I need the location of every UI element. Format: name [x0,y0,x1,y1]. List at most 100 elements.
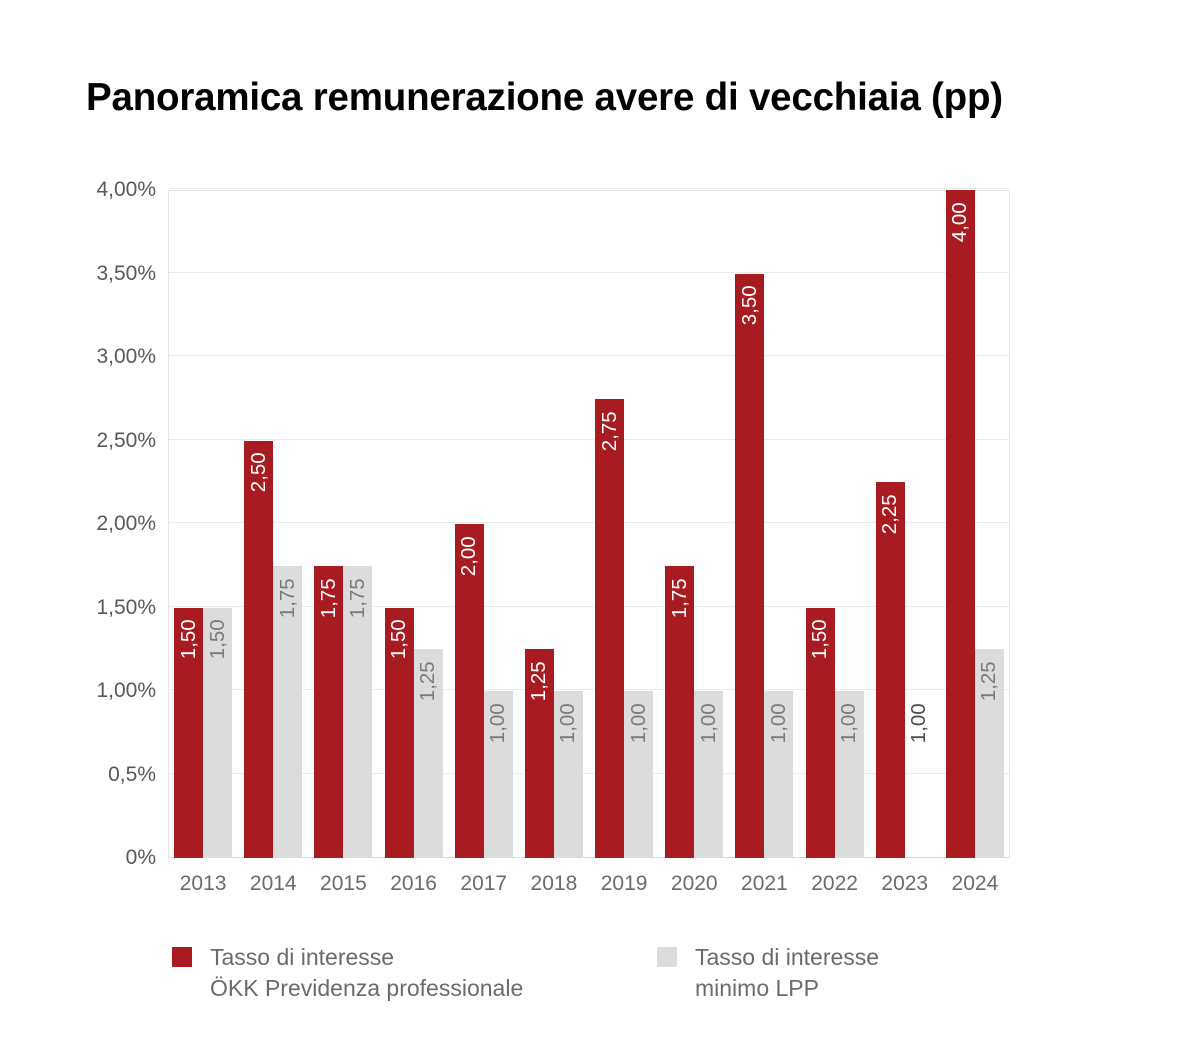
bars-layer: 1,50 1,50 2,50 1,75 1,75 1,75 1,50 1,25 2,00 1,00… [168,190,1010,858]
y-axis-tick-label: 0,5% [108,762,156,786]
bar-value-label: 1,00 [907,703,930,743]
bar-group: 2,50 1,75 [244,190,303,858]
bar-primary[interactable]: 1,75 [314,565,344,858]
bar-value-label: 1,50 [386,619,410,660]
bar-secondary[interactable]: 1,00 [624,691,654,858]
bar-value-label: 1,00 [696,703,720,743]
bar-value-label: 1,00 [836,703,860,743]
bar-value-label: 1,50 [176,619,200,660]
bar-secondary[interactable]: 1,00 [834,691,864,858]
y-axis-tick-label: 3,00% [96,345,156,368]
bar-group: 2,00 1,00 [454,190,513,858]
y-axis-tick-label: 0% [125,846,156,869]
bar-value-label: 3,50 [737,285,761,326]
x-axis-tick-label: 2016 [390,872,437,895]
x-axis-tick-label: 2014 [249,872,297,895]
bar-value-label: 2,75 [597,410,621,451]
bar-value-label: 1,50 [807,619,831,660]
bar-primary[interactable]: 2,25 [875,482,905,858]
bar-secondary[interactable]: 1,00 [483,691,513,858]
bar-value-label: 2,00 [457,536,480,576]
bar-secondary[interactable]: 1,50 [203,607,233,858]
x-axis-tick-label: 2021 [741,872,788,895]
bar-primary[interactable]: 4,00 [945,190,975,858]
bar-value-label: 1,75 [667,577,691,618]
bar-value-label: 1,00 [626,703,650,743]
y-axis-tick-label: 2,50% [96,428,156,452]
bar-secondary[interactable]: 1,00 [905,691,934,858]
gridline [169,605,1009,607]
bar-value-label: 1,25 [527,661,551,702]
x-axis-tick-label: 2015 [320,872,367,895]
gridline [169,522,1009,523]
legend-label: Tasso di interesse minimo LPP [695,944,880,1001]
bar-secondary[interactable]: 1,75 [343,565,373,858]
bar-secondary[interactable]: 1,00 [764,691,794,858]
bar-secondary[interactable]: 1,75 [273,565,303,858]
gridline [169,188,1009,189]
bar-primary[interactable]: 1,25 [524,649,554,858]
bar-value-label: 2,25 [878,494,901,535]
bar-group: 1,75 1,75 [314,190,373,858]
bar-value-label: 2,50 [246,452,270,493]
bar-group: 2,75 1,00 [595,190,654,858]
gridline [169,689,1009,690]
bar-group: 1,25 1,00 [524,190,583,858]
gridline [169,271,1009,273]
legend-swatch-icon [657,947,677,967]
x-axis: 2013 2014 2015 2016 2017 2018 2019 2020 2021 2022… [168,872,1010,908]
bar-value-label: 1,75 [345,577,369,618]
bar-primary[interactable]: 2,75 [595,398,625,858]
bar-secondary[interactable]: 1,00 [553,691,583,858]
bar-group: 1,50 1,25 [384,190,443,858]
plot-area [168,188,1010,858]
bar-value-label: 1,00 [486,703,509,743]
bar-value-label: 1,00 [766,703,790,743]
x-axis-tick-label: 2019 [600,872,648,895]
bar-group: 1,75 1,00 [665,190,724,858]
bar-value-label: 1,00 [556,703,580,743]
x-axis-tick-label: 2020 [670,872,718,895]
bar-value-label: 4,00 [948,202,972,242]
bar-value-label: 1,25 [415,661,439,702]
bar-primary[interactable]: 2,50 [244,440,274,858]
bar-primary[interactable]: 1,50 [174,607,204,858]
y-axis-tick-label: 1,50% [96,595,156,619]
bar-primary[interactable]: 3,50 [735,273,765,858]
x-axis-tick-label: 2017 [460,872,508,895]
y-axis-tick-label: 3,50% [96,261,156,285]
legend-label: Tasso di interesse ÖKK Previdenza profes… [210,944,524,1001]
gridline [169,438,1009,440]
bar-group: 3,50 1,00 [735,190,794,858]
gridline [169,772,1009,774]
bar-value-label: 1,75 [275,577,299,618]
chart-legend: Tasso di interesse ÖKK Previdenza profes… [172,942,1072,1012]
x-axis-tick-label: 2023 [881,872,929,895]
bar-primary[interactable]: 1,75 [665,565,695,858]
x-axis-tick-label: 2018 [530,872,578,895]
legend-item[interactable]: Tasso di interesse ÖKK Previdenza profes… [172,942,523,1004]
gridline [169,355,1009,356]
bar-group: 4,00 1,25 [945,190,1004,858]
bar-group: 1,50 1,50 [174,190,233,858]
legend-item[interactable]: Tasso di interesse minimo LPP [657,942,879,1004]
y-axis-tick-label: 4,00% [96,178,156,201]
x-axis-tick-label: 2013 [179,872,227,895]
bar-value-label: 1,75 [316,577,340,618]
bar-primary[interactable]: 1,50 [384,607,414,858]
y-axis: 0% 0,5% 1,00% 1,50% 2,00% 2,50% 3,00% 3,50% 4,00… [0,178,156,869]
bar-primary[interactable]: 2,00 [454,524,484,858]
bar-value-label: 1,25 [977,661,1001,702]
bar-secondary[interactable]: 1,25 [413,649,443,858]
chart-title: Panoramica remunerazione avere di vecchi… [86,76,1003,119]
bar-group: 1,50 1,00 [805,190,864,858]
bar-primary[interactable]: 1,50 [805,607,835,858]
y-axis-tick-label: 1,00% [96,679,156,702]
y-axis-tick-label: 2,00% [96,512,156,535]
legend-swatch-icon [172,947,192,967]
bar-secondary[interactable]: 1,25 [974,649,1004,858]
bar-secondary[interactable]: 1,00 [694,691,724,858]
bar-value-label: 1,50 [205,619,229,660]
x-axis-tick-label: 2022 [811,872,858,895]
